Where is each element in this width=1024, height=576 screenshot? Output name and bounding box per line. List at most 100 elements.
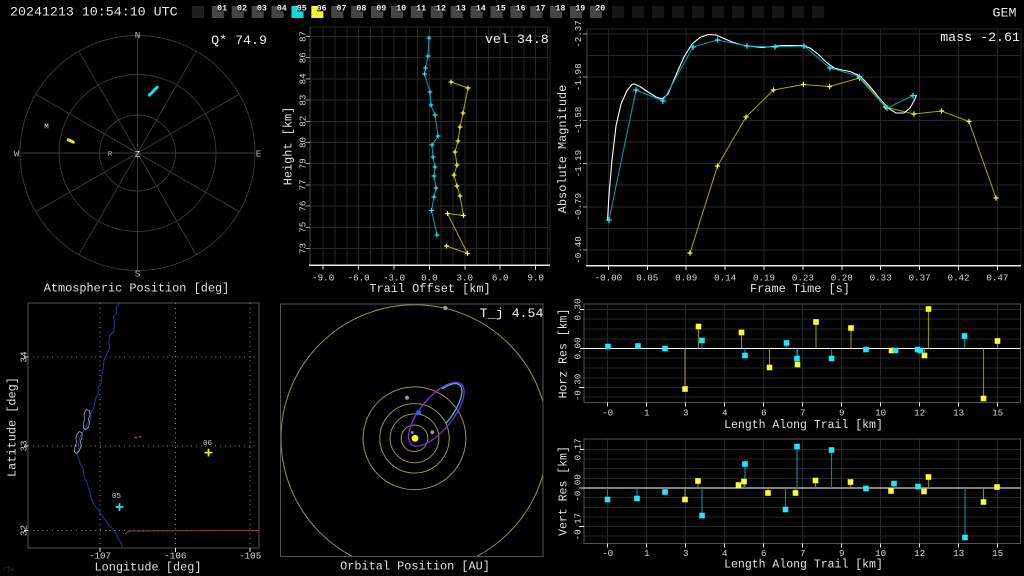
svg-text:19: 19 xyxy=(575,4,585,13)
svg-text:Latitude [deg]: Latitude [deg] xyxy=(5,377,19,477)
svg-text:06: 06 xyxy=(203,440,213,448)
svg-text:05: 05 xyxy=(112,493,122,501)
svg-text:Horz Res [km]: Horz Res [km] xyxy=(558,309,571,399)
svg-text:-107: -107 xyxy=(89,551,111,562)
svg-text:02: 02 xyxy=(237,4,247,13)
svg-text:0.23: 0.23 xyxy=(792,273,814,284)
svg-text:13: 13 xyxy=(953,548,964,559)
svg-text:0.28: 0.28 xyxy=(831,273,853,284)
svg-text:10: 10 xyxy=(396,4,406,13)
svg-text:4: 4 xyxy=(722,548,728,559)
svg-text:08: 08 xyxy=(356,4,366,13)
svg-text:Height [km]: Height [km] xyxy=(281,107,295,186)
svg-text:83: 83 xyxy=(297,95,308,106)
svg-text:11: 11 xyxy=(416,4,426,13)
svg-text:13: 13 xyxy=(456,4,466,13)
svg-text:0.47: 0.47 xyxy=(986,273,1008,284)
svg-text:-1.19: -1.19 xyxy=(573,150,584,178)
svg-text:-0: -0 xyxy=(602,408,613,419)
svg-text:86: 86 xyxy=(297,52,308,63)
svg-text:15: 15 xyxy=(496,4,506,13)
svg-text:0.42: 0.42 xyxy=(947,273,969,284)
svg-text:76: 76 xyxy=(297,201,308,212)
svg-text:Frame Time [s]: Frame Time [s] xyxy=(750,282,850,296)
svg-text:0.33: 0.33 xyxy=(870,273,892,284)
svg-text:-1.98: -1.98 xyxy=(573,63,584,91)
svg-text:16: 16 xyxy=(516,4,526,13)
svg-text:Atmospheric Position [deg]: Atmospheric Position [deg] xyxy=(44,282,230,296)
svg-text:T_j 4.54: T_j 4.54 xyxy=(480,306,544,321)
svg-text:10: 10 xyxy=(875,408,886,419)
svg-text:17: 17 xyxy=(536,4,546,13)
svg-text:Vert Res [km]: Vert Res [km] xyxy=(558,446,571,536)
svg-text:7: 7 xyxy=(800,408,806,419)
svg-text:0.00: 0.00 xyxy=(572,337,583,359)
svg-text:Z: Z xyxy=(135,150,141,160)
svg-text:14: 14 xyxy=(476,4,486,13)
svg-text:E: E xyxy=(256,149,262,160)
svg-text:82: 82 xyxy=(297,116,308,127)
svg-text:9.0: 9.0 xyxy=(527,273,544,284)
svg-text:9: 9 xyxy=(839,548,845,559)
svg-text:-106: -106 xyxy=(164,551,186,562)
svg-text:-0.17: -0.17 xyxy=(572,513,583,541)
svg-text:04: 04 xyxy=(277,4,287,13)
svg-text:07: 07 xyxy=(337,4,347,13)
svg-text:-0.00: -0.00 xyxy=(595,273,623,284)
svg-text:0.09: 0.09 xyxy=(675,273,697,284)
svg-text:-0.79: -0.79 xyxy=(573,193,584,221)
svg-text:3.0: 3.0 xyxy=(457,273,474,284)
svg-text:0.05: 0.05 xyxy=(636,273,658,284)
svg-text:-0.00: -0.00 xyxy=(572,474,583,502)
svg-text:-6.0: -6.0 xyxy=(348,273,370,284)
svg-text:6: 6 xyxy=(761,548,767,559)
svg-text:Orbital Position [AU]: Orbital Position [AU] xyxy=(340,560,490,574)
svg-text:vel 34.8: vel 34.8 xyxy=(485,32,549,47)
svg-text:18: 18 xyxy=(555,4,565,13)
svg-text:M: M xyxy=(44,124,49,132)
svg-text:GEM: GEM xyxy=(993,6,1017,21)
svg-text:Q* 74.9: Q* 74.9 xyxy=(211,33,267,48)
svg-text:6.0: 6.0 xyxy=(492,273,509,284)
svg-text:N: N xyxy=(135,30,141,41)
svg-text:Length Along Trail [km]: Length Along Trail [km] xyxy=(724,559,883,572)
svg-text:Absolute Magnitude: Absolute Magnitude xyxy=(556,85,570,213)
svg-text:-0.40: -0.40 xyxy=(573,236,584,264)
svg-text:0.17: 0.17 xyxy=(572,438,583,460)
svg-text:01: 01 xyxy=(217,4,227,13)
svg-text:0.37: 0.37 xyxy=(909,273,931,284)
svg-text:-105: -105 xyxy=(239,551,261,562)
svg-text:4: 4 xyxy=(722,408,728,419)
svg-text:06: 06 xyxy=(317,4,327,13)
svg-text:73: 73 xyxy=(297,243,308,254)
svg-text:0.0: 0.0 xyxy=(421,273,438,284)
svg-text:10: 10 xyxy=(875,548,886,559)
svg-text:20: 20 xyxy=(595,4,605,13)
svg-text:9: 9 xyxy=(839,408,845,419)
svg-text:84: 84 xyxy=(297,73,308,85)
svg-text:3: 3 xyxy=(683,548,689,559)
svg-text:03: 03 xyxy=(257,4,267,13)
svg-text:mass -2.61: mass -2.61 xyxy=(940,30,1020,45)
svg-text:0.19: 0.19 xyxy=(753,273,775,284)
svg-text:-0.30: -0.30 xyxy=(572,374,583,402)
svg-text:12: 12 xyxy=(914,548,925,559)
svg-text:87: 87 xyxy=(297,31,308,42)
svg-text:12: 12 xyxy=(436,4,446,13)
svg-text:79: 79 xyxy=(297,158,308,169)
svg-text:R: R xyxy=(108,151,113,159)
svg-text:Trail Offset [km]: Trail Offset [km] xyxy=(369,282,490,296)
svg-text:0.14: 0.14 xyxy=(714,273,737,284)
svg-text:20241213 10:54:10 UTC: 20241213 10:54:10 UTC xyxy=(10,4,178,19)
svg-text:S: S xyxy=(135,269,141,280)
svg-text:05: 05 xyxy=(297,4,307,13)
svg-text:77: 77 xyxy=(297,179,308,190)
svg-text:7: 7 xyxy=(800,548,806,559)
svg-text:80: 80 xyxy=(297,137,308,148)
svg-text:15: 15 xyxy=(992,408,1003,419)
svg-text:13: 13 xyxy=(953,408,964,419)
svg-text:-2.37: -2.37 xyxy=(573,20,584,48)
svg-text:6: 6 xyxy=(761,408,767,419)
svg-text:1: 1 xyxy=(644,408,650,419)
svg-text:Longitude [deg]: Longitude [deg] xyxy=(94,561,201,575)
